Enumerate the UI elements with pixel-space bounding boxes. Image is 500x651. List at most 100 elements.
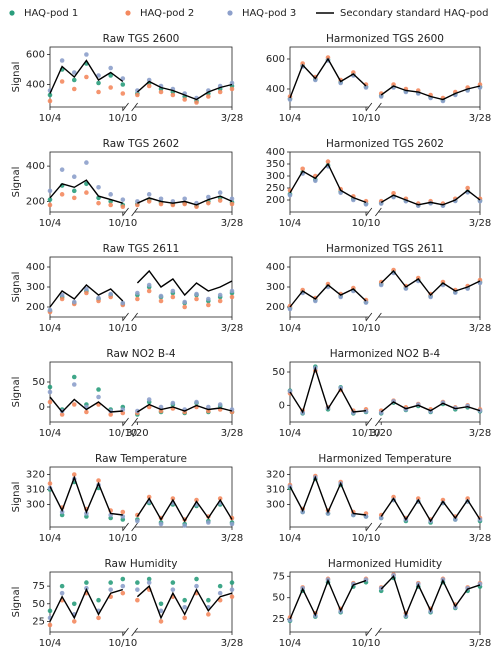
data-point: [194, 100, 199, 105]
panel-title: Raw NO2 B-4: [106, 348, 176, 360]
data-point: [71, 174, 77, 180]
data-point: [59, 58, 65, 63]
axis-break-mark: [122, 522, 138, 532]
panel-title: Raw TGS 2600: [103, 33, 180, 45]
x-tick-label: 10/4: [39, 428, 61, 439]
data-line: [289, 578, 367, 620]
data-line: [289, 284, 367, 308]
data-point: [96, 73, 101, 78]
y-tick-label: 300: [26, 282, 45, 293]
x-tick-label: 10/4: [39, 113, 61, 124]
x-tick-label: 3/28: [469, 323, 491, 334]
plot-frame: [49, 151, 233, 213]
data-point: [194, 576, 199, 582]
data-point: [182, 299, 187, 305]
data-point: [108, 587, 113, 592]
data-point: [182, 304, 187, 310]
data-point: [300, 166, 305, 172]
data-point: [120, 82, 126, 87]
plot-frame: [49, 256, 233, 318]
panel: Raw Temperature Signal 300 310 320 10/4 10/10 3…: [11, 453, 243, 544]
plot-frame: [289, 361, 481, 423]
data-point: [71, 195, 77, 201]
data-point: [71, 619, 77, 624]
data-point: [96, 394, 101, 400]
x-tick-label: 3/28: [469, 638, 491, 649]
data-line: [380, 269, 481, 297]
x-tick-label: 10/10: [108, 113, 137, 124]
legend-marker: [9, 10, 15, 16]
data-point: [351, 197, 356, 203]
y-axis-label: Signal: [11, 587, 22, 618]
data-point: [84, 580, 89, 585]
data-point: [135, 290, 140, 296]
data-line: [289, 366, 367, 414]
data-point: [170, 92, 176, 98]
data-point: [313, 77, 318, 83]
y-axis-label: Signal: [11, 62, 22, 93]
data-point: [229, 521, 235, 527]
data-point: [146, 397, 152, 402]
y-tick-label: 250: [266, 183, 285, 194]
data-point: [146, 282, 152, 288]
data-point: [135, 296, 140, 302]
data-point: [229, 196, 235, 202]
x-tick-label: 3/20: [370, 428, 392, 439]
data-point: [135, 587, 140, 592]
data-point: [287, 389, 293, 394]
data-point: [135, 202, 140, 208]
x-tick-label: 3/28: [469, 428, 491, 439]
plot-frame: [289, 256, 481, 318]
data-point: [146, 576, 152, 582]
panel: Raw TGS 2611 Signal 200 300 400 10/4 10/10 3/28: [11, 243, 243, 334]
data-point: [194, 497, 199, 503]
data-point: [120, 590, 126, 596]
data-point: [158, 521, 164, 527]
data-point: [229, 580, 235, 585]
y-tick-label: 0: [279, 400, 285, 411]
data-point: [59, 583, 65, 589]
data-point: [217, 89, 223, 95]
data-point: [120, 300, 126, 306]
y-tick-label: 50: [272, 593, 285, 604]
data-line: [49, 587, 123, 622]
data-line: [49, 284, 124, 308]
axis-break-mark: [122, 627, 138, 637]
data-point: [108, 412, 113, 417]
data-point: [217, 298, 223, 304]
axis-break-mark: [365, 522, 382, 532]
legend-label: HAQ-pod 1: [24, 8, 78, 19]
x-tick-label: 3/20: [126, 428, 148, 439]
data-point: [96, 295, 101, 301]
x-tick-label: 3/28: [221, 323, 243, 334]
y-tick-label: 300: [266, 171, 285, 182]
data-point: [120, 197, 126, 202]
axis-break-gap: [368, 630, 379, 634]
plot-frame: [289, 46, 481, 108]
data-point: [313, 178, 318, 184]
data-point: [391, 190, 396, 196]
data-point: [135, 408, 140, 414]
axis-break-mark: [365, 417, 382, 427]
legend-label: HAQ-pod 3: [242, 8, 296, 19]
data-point: [59, 79, 65, 84]
data-point: [47, 384, 53, 390]
x-tick-label: 3/28: [221, 638, 243, 649]
data-point: [194, 399, 199, 405]
data-line: [289, 475, 367, 516]
y-tick-label: 400: [26, 262, 45, 273]
y-tick-label: 320: [266, 470, 285, 481]
legend-marker: [227, 10, 233, 16]
data-point: [206, 520, 211, 525]
data-point: [146, 199, 152, 204]
data-point: [120, 410, 126, 416]
data-point: [120, 76, 126, 81]
data-point: [428, 294, 433, 300]
data-point: [170, 294, 176, 300]
data-point: [71, 77, 77, 83]
data-point: [96, 478, 101, 483]
data-point: [206, 597, 211, 603]
data-point: [217, 190, 223, 195]
data-point: [182, 604, 187, 610]
